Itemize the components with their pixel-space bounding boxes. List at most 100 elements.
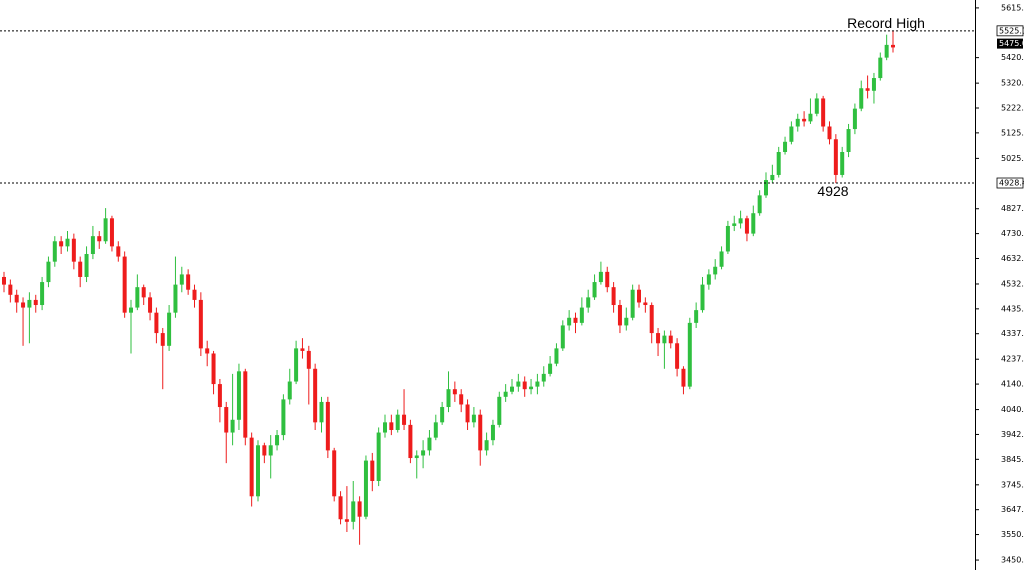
candle-body xyxy=(808,113,813,122)
candle-body xyxy=(617,305,622,326)
candle-body xyxy=(681,368,686,387)
candle-body xyxy=(586,297,591,308)
candle-body xyxy=(109,218,114,247)
candle-body xyxy=(211,353,216,385)
candle-body xyxy=(706,274,711,285)
candle-body xyxy=(789,126,794,142)
candle-body xyxy=(516,381,521,387)
y-tick-label: 4532.5 xyxy=(1001,279,1024,288)
candle-body xyxy=(90,236,95,255)
candle-body xyxy=(719,251,724,267)
candle-body xyxy=(675,343,680,369)
candle-body xyxy=(363,460,368,517)
candle-body xyxy=(630,289,635,318)
candle-body xyxy=(452,389,457,395)
candle-body xyxy=(700,284,705,311)
candle-body xyxy=(33,299,38,306)
candle-body xyxy=(497,396,502,425)
candle-body xyxy=(129,307,133,313)
y-tick-label: 4435.0 xyxy=(1001,304,1024,313)
y-tick-label: 3550.0 xyxy=(1001,530,1024,539)
candle-body xyxy=(541,373,546,382)
candle-body xyxy=(865,88,870,91)
candle-body xyxy=(319,401,324,423)
y-tick-label: 5025.0 xyxy=(1001,154,1024,163)
candle-body xyxy=(135,287,140,308)
candle-body xyxy=(376,432,381,481)
candle-body xyxy=(408,424,413,459)
candle-body xyxy=(52,241,57,262)
candle-body xyxy=(713,266,718,275)
candle-body xyxy=(256,445,260,497)
last-price-box xyxy=(997,38,1023,49)
candle-body xyxy=(116,246,121,257)
candle-body xyxy=(173,284,178,313)
candle-body xyxy=(795,118,800,127)
candle-body xyxy=(878,57,883,79)
candle-body xyxy=(268,445,273,456)
candle-body xyxy=(357,501,362,517)
candle-body xyxy=(764,180,768,196)
y-tick-label: 3942.5 xyxy=(1001,430,1024,439)
candle-body xyxy=(59,241,64,247)
candle-body xyxy=(421,450,426,456)
candle-body xyxy=(281,399,286,436)
candle-body xyxy=(103,218,108,242)
candle-body xyxy=(649,305,654,334)
candle-body xyxy=(465,404,470,423)
candle-body xyxy=(84,254,89,277)
candle-body xyxy=(2,276,6,285)
y-tick-label: 3845.0 xyxy=(1001,455,1024,464)
candle-body xyxy=(46,261,51,283)
candle-body xyxy=(243,371,248,438)
candle-body xyxy=(548,363,553,374)
candle-body xyxy=(770,174,775,181)
candle-body xyxy=(871,78,876,91)
candle-body xyxy=(65,238,70,247)
candle-body xyxy=(344,519,349,522)
price-label-box xyxy=(996,177,1024,189)
candle-body xyxy=(236,371,241,420)
candle-body xyxy=(186,274,191,290)
candle-body xyxy=(198,299,203,349)
candle-body xyxy=(694,310,699,323)
candle-body xyxy=(725,225,730,252)
candle-body xyxy=(656,333,661,344)
candle-body xyxy=(300,348,305,351)
candle-body xyxy=(370,460,375,481)
candle-body xyxy=(446,389,451,408)
y-tick-label: 5125.0 xyxy=(1001,128,1024,137)
last-price-label: 5475.0 xyxy=(999,39,1024,48)
candle-body xyxy=(217,384,222,408)
candle-body xyxy=(560,325,565,349)
candle-body xyxy=(484,440,489,451)
candle-body xyxy=(776,152,781,175)
y-tick-label: 4040.0 xyxy=(1001,405,1024,414)
candle-body xyxy=(40,282,45,306)
candle-body xyxy=(440,407,445,423)
candle-body xyxy=(433,422,438,438)
candle-body xyxy=(567,317,572,326)
candle-body xyxy=(287,381,292,400)
candle-body xyxy=(471,414,476,423)
candle-body xyxy=(21,302,26,308)
price-label: 4928.4 xyxy=(999,179,1024,188)
candle-body xyxy=(529,386,534,390)
y-tick-label: 5420.0 xyxy=(1001,53,1024,62)
candle-body xyxy=(598,271,603,283)
candle-body xyxy=(503,391,508,397)
candle-body xyxy=(859,88,864,109)
candle-body xyxy=(643,302,648,306)
candle-body xyxy=(338,496,343,520)
candle-body xyxy=(757,195,762,214)
candle-body xyxy=(414,455,419,459)
y-tick-label: 5320.0 xyxy=(1001,79,1024,88)
candle-body xyxy=(154,312,159,334)
candle-body xyxy=(490,424,495,441)
y-tick-label: 4337.5 xyxy=(1001,329,1024,338)
candle-body xyxy=(395,414,400,430)
y-tick-label: 3745.0 xyxy=(1001,480,1024,489)
candle-body xyxy=(510,386,514,392)
y-tick-label: 5222.5 xyxy=(1001,104,1024,113)
